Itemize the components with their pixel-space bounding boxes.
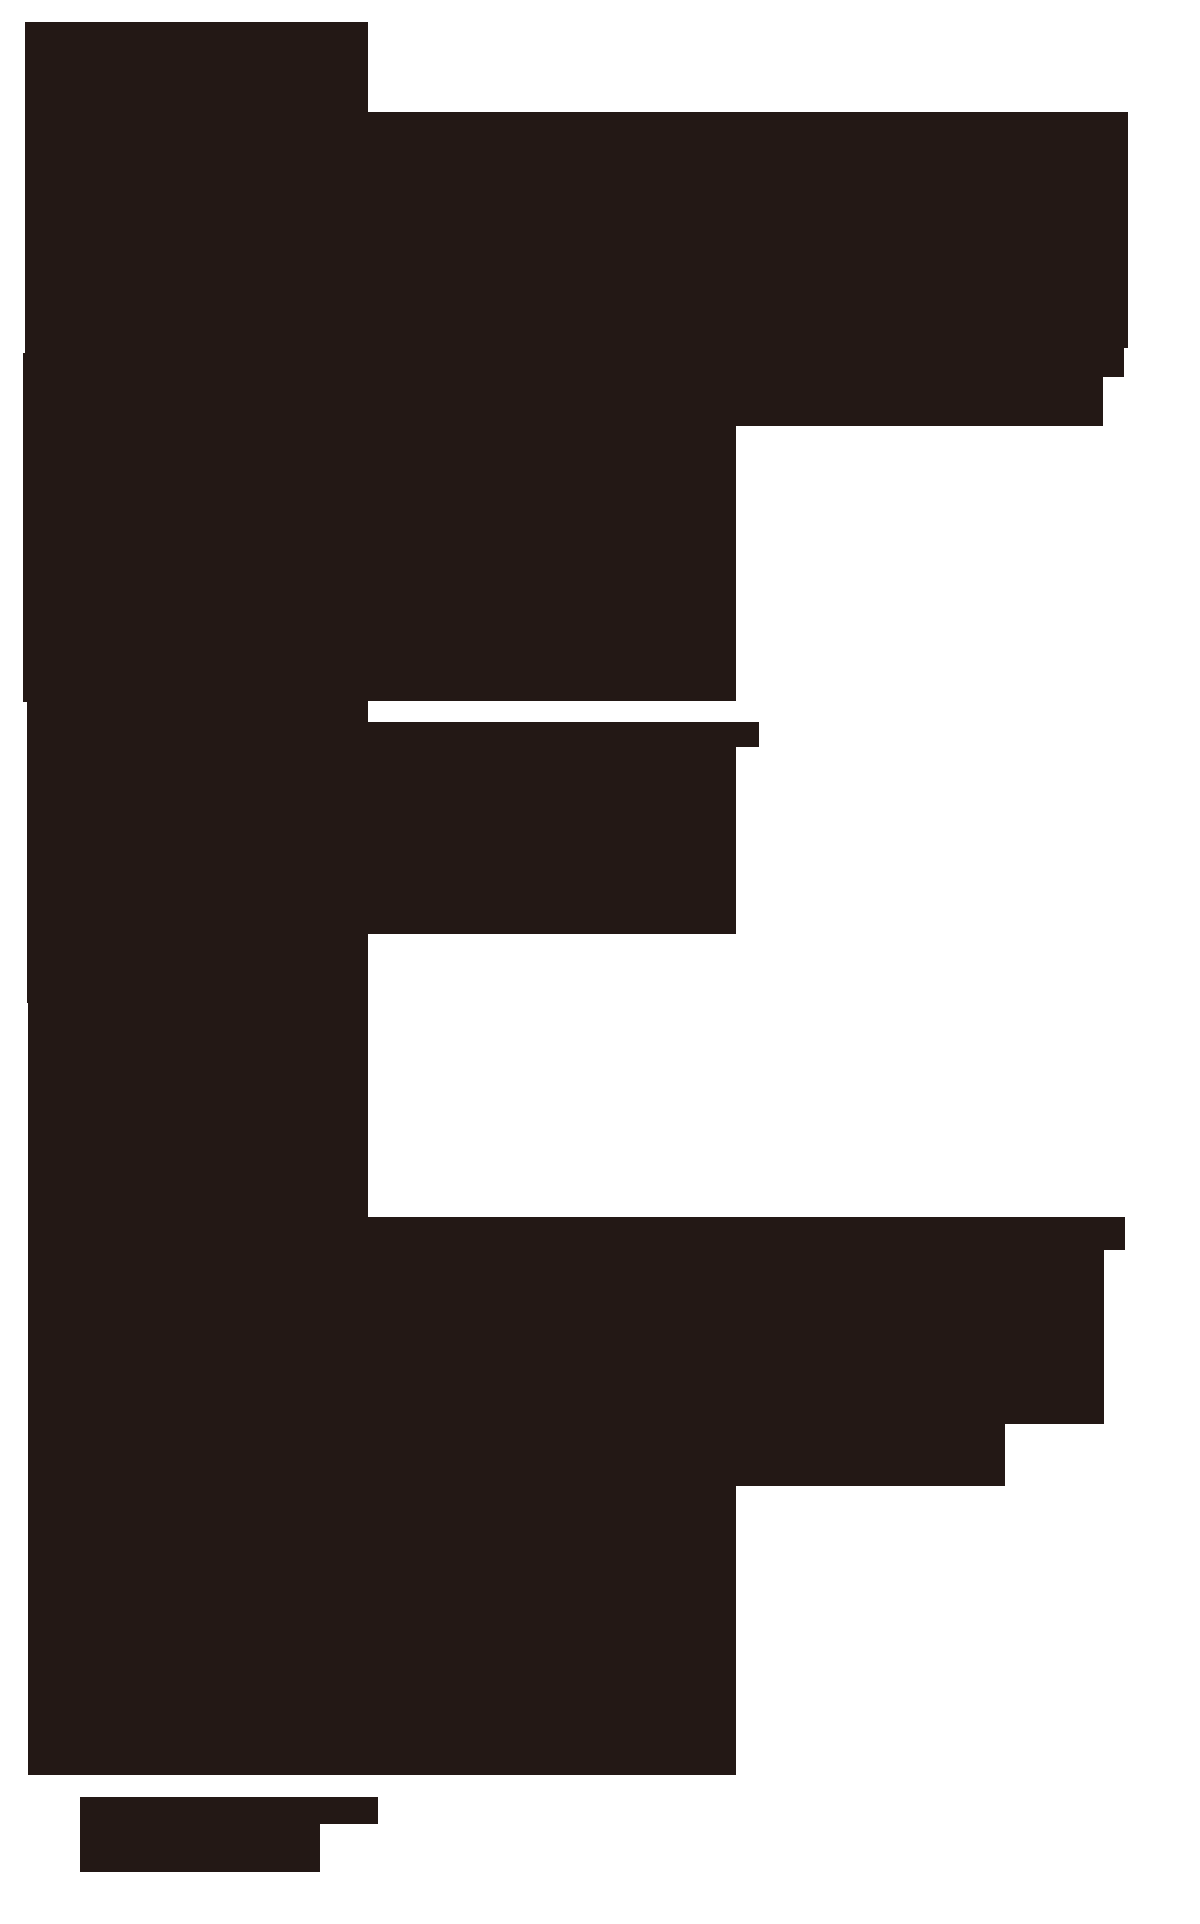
silhouette-bottom-bar (80, 1797, 378, 1872)
silhouette-main (23, 22, 1128, 1775)
